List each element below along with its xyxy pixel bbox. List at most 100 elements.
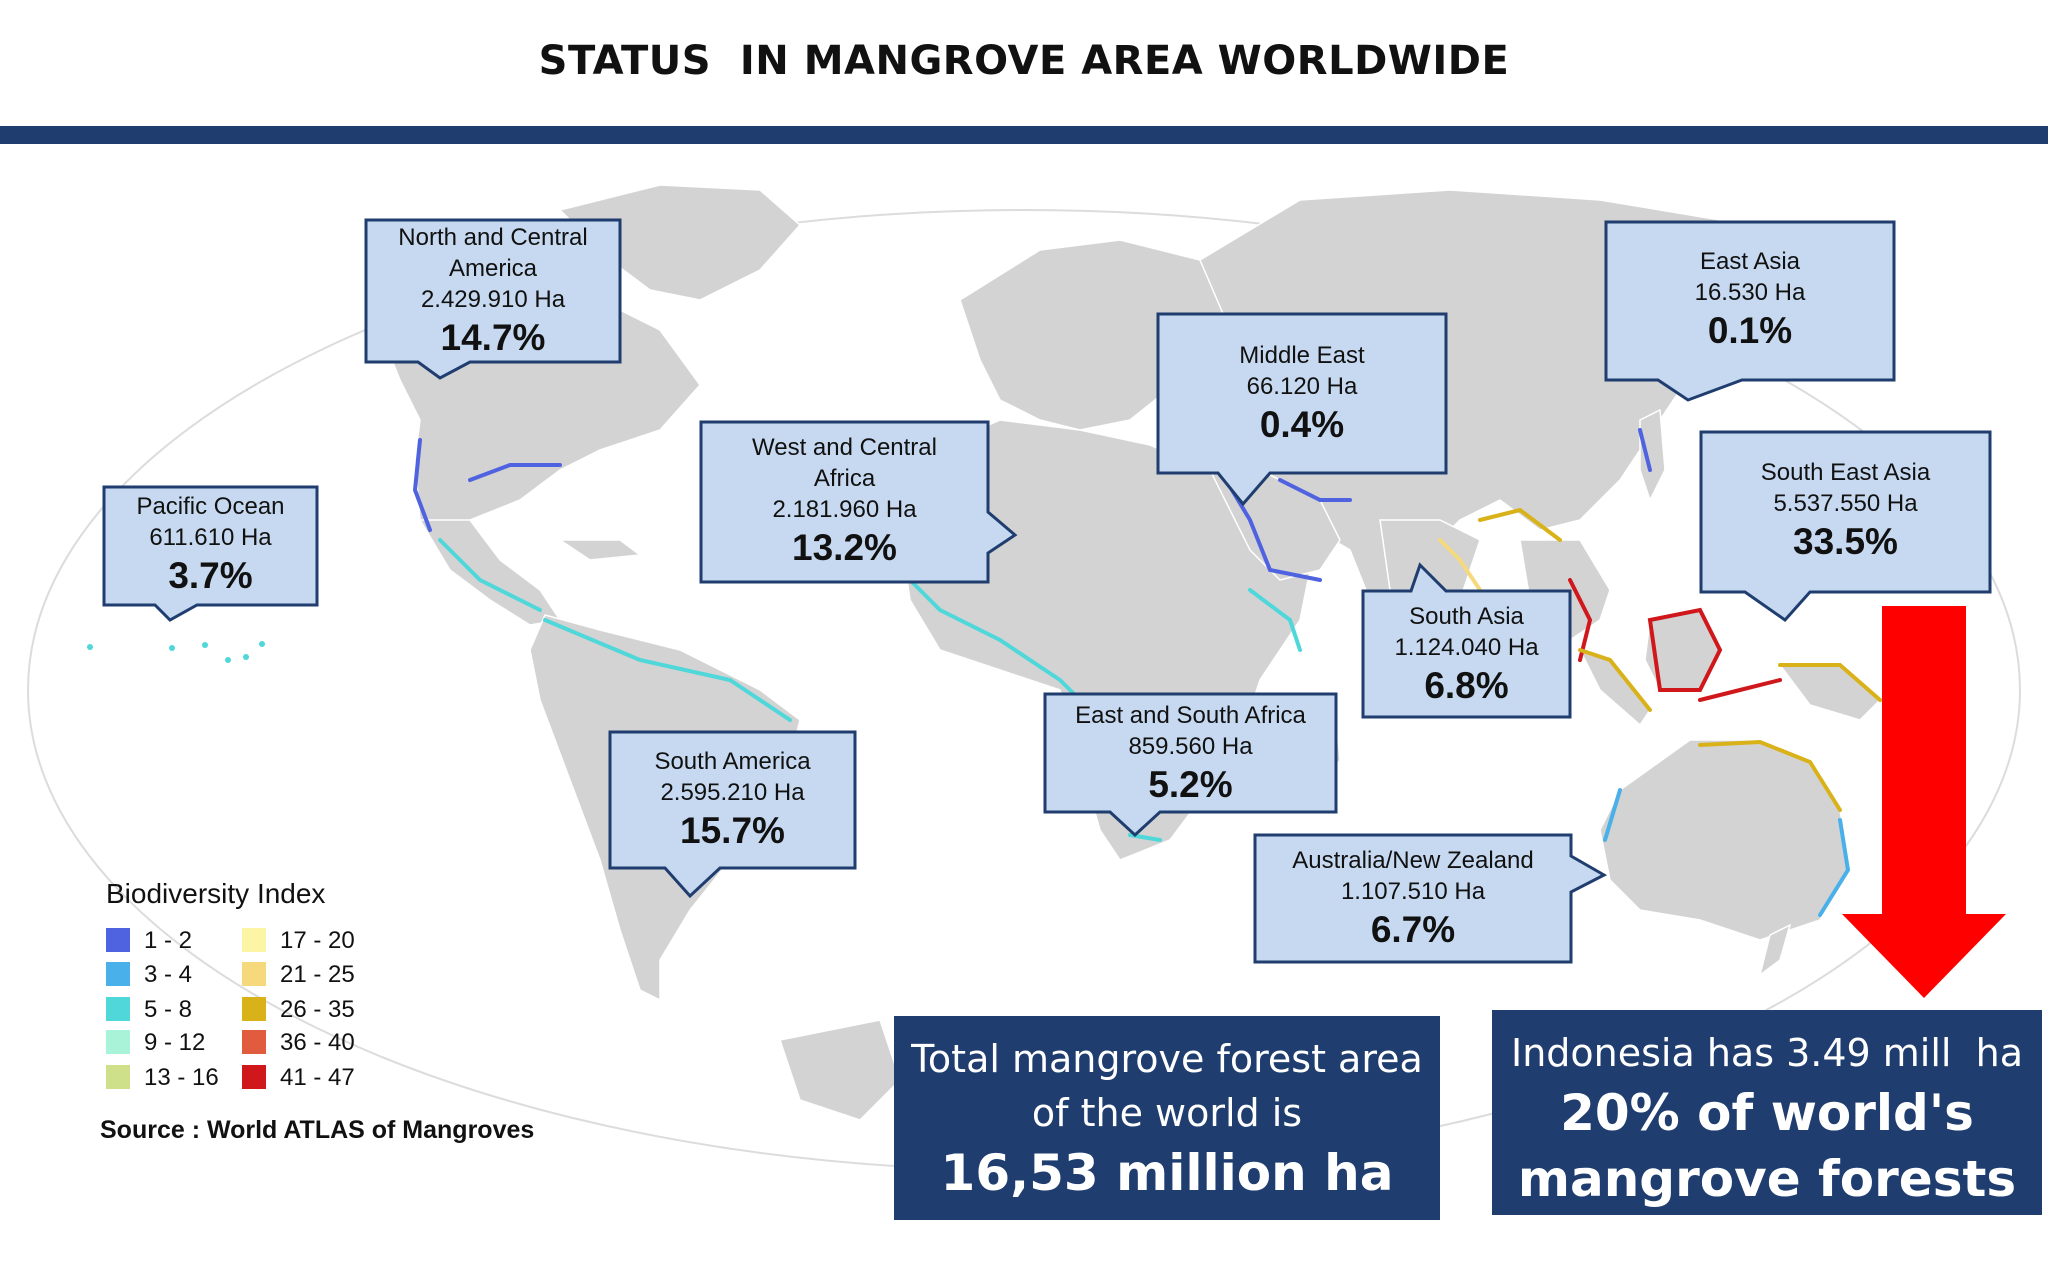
callout-middle-east: Middle East 66.120 Ha 0.4%: [1158, 340, 1446, 448]
callout-shape-pacific-ocean: [102, 485, 319, 622]
legend-item: 41 - 47: [242, 1063, 355, 1093]
region-name-line: America: [448, 255, 538, 282]
legend-item: 26 - 35: [242, 995, 355, 1025]
land-new-zealand: [1758, 923, 1792, 977]
region-percent: 14.7%: [440, 317, 546, 358]
legend-swatch: [106, 996, 130, 1021]
region-name-line: East and South Africa: [1075, 702, 1306, 729]
land-sumatra: [1578, 648, 1651, 727]
region-percent: 33.5%: [1793, 521, 1898, 562]
callout-shape-middle-east: [1156, 312, 1448, 507]
callout-south-asia: South Asia 1.124.040 Ha 6.8%: [1363, 601, 1570, 709]
legend-item: 21 - 25: [242, 960, 355, 990]
region-percent: 6.7%: [1370, 909, 1456, 950]
pacific-island: [243, 654, 249, 660]
callout-shape-east-south-africa: [1043, 692, 1338, 838]
region-name-line: Pacific Ocean: [136, 493, 285, 520]
callout-pacific-ocean: Pacific Ocean 611.610 Ha 3.7%: [104, 491, 317, 599]
region-name-line: North and Central: [398, 224, 588, 251]
callout-shape-australia-nz: [1253, 833, 1608, 964]
region-name-line: Australia/New Zealand: [1292, 847, 1534, 874]
down-arrow: [1842, 606, 2006, 998]
total-area-line1: Total mangrove forest area: [911, 1037, 1423, 1081]
legend-label: 17 - 20: [280, 927, 355, 954]
legend-item: 13 - 16: [106, 1063, 219, 1093]
region-name-line: South Asia: [1409, 603, 1524, 630]
coast-east-africa: [1248, 588, 1302, 652]
source-note: Source : World ATLAS of Mangroves: [100, 1116, 535, 1144]
indonesia-line2: 20% of world's: [1560, 1084, 1974, 1142]
callout-east-south-africa: East and South Africa 859.560 Ha 5.2%: [1045, 700, 1336, 808]
legend-swatch: [242, 996, 266, 1021]
coast-sumatra: [1578, 648, 1652, 712]
legend-label: 9 - 12: [144, 1029, 206, 1056]
region-percent: 3.7%: [168, 555, 253, 596]
coast-se-asia: [1568, 578, 1593, 662]
legend-swatch: [242, 927, 266, 952]
region-area: 5.537.550 Ha: [1773, 490, 1918, 517]
coast-gulf: [468, 463, 562, 482]
region-percent: 0.4%: [1259, 404, 1345, 445]
indonesia-line1: Indonesia has 3.49 mill ha: [1511, 1031, 2023, 1075]
land-antarctica: [779, 1019, 901, 1121]
legend-item: 1 - 2: [106, 926, 192, 956]
coast-south-asia: [1438, 538, 1482, 592]
region-name-line: West and Central: [752, 434, 937, 461]
region-area: 16.530 Ha: [1694, 279, 1806, 306]
callout-south-east-asia: South East Asia 5.537.550 Ha 33.5%: [1701, 457, 1990, 565]
land-japan: [1639, 408, 1666, 502]
region-area: 1.124.040 Ha: [1394, 634, 1539, 661]
region-name-line: Africa: [813, 465, 876, 492]
coast-central-america: [438, 538, 542, 612]
pacific-island: [259, 641, 265, 647]
region-percent: 5.2%: [1148, 764, 1233, 805]
region-area: 2.595.210 Ha: [660, 779, 805, 806]
legend-label: 26 - 35: [280, 996, 355, 1023]
legend-swatch: [106, 1064, 130, 1089]
coast-australia-west: [1603, 788, 1622, 842]
legend-label: 21 - 25: [280, 961, 355, 988]
legend-swatch: [106, 1029, 130, 1054]
legend-swatch: [106, 927, 130, 952]
coast-south-america: [543, 618, 792, 722]
legend-item: 36 - 40: [242, 1028, 355, 1058]
region-area: 2.181.960 Ha: [772, 496, 917, 523]
coast-japan: [1638, 428, 1652, 472]
callout-east-asia: East Asia 16.530 Ha 0.1%: [1606, 246, 1894, 354]
page-title: STATUS IN MANGROVE AREA WORLDWIDE: [538, 38, 1510, 84]
legend-label: 36 - 40: [280, 1029, 355, 1056]
callout-shape-south-america: [608, 730, 857, 899]
total-area-box: Total mangrove forest area of the world …: [894, 1016, 1440, 1220]
region-percent: 0.1%: [1707, 310, 1793, 351]
region-percent: 13.2%: [792, 527, 897, 568]
legend-label: 3 - 4: [144, 961, 193, 988]
legend-label: 13 - 16: [144, 1064, 219, 1091]
land-new-guinea: [1778, 664, 1882, 721]
legend-swatch: [242, 1029, 266, 1054]
coast-australia-north: [1698, 739, 1842, 812]
pacific-island: [169, 645, 175, 651]
callout-north-central-america: North and Central America 2.429.910 Ha 1…: [366, 222, 620, 361]
legend-label: 1 - 2: [144, 927, 193, 954]
region-area: 2.429.910 Ha: [420, 286, 566, 313]
region-area: 66.120 Ha: [1246, 373, 1358, 400]
legend-title: Biodiversity Index: [106, 878, 326, 909]
legend-item: 9 - 12: [106, 1028, 205, 1058]
indonesia-line3: mangrove forests: [1517, 1150, 2017, 1208]
callout-australia-nz: Australia/New Zealand 1.107.510 Ha 6.7%: [1255, 845, 1571, 953]
coast-indonesia-east: [1698, 678, 1782, 702]
region-area: 859.560 Ha: [1128, 733, 1253, 760]
legend-swatch: [106, 961, 130, 986]
legend-label: 5 - 8: [144, 996, 193, 1023]
region-percent: 15.7%: [680, 810, 785, 851]
legend-item: 5 - 8: [106, 995, 192, 1025]
legend-item: 3 - 4: [106, 960, 192, 990]
region-name-line: South America: [654, 748, 811, 775]
total-area-value: 16,53 million ha: [940, 1144, 1394, 1202]
callout-shape-east-asia: [1604, 220, 1896, 402]
land-greenland: [558, 184, 802, 301]
callout-shape-south-asia: [1361, 562, 1572, 719]
coast-west-africa: [898, 568, 1082, 702]
land-caribbean: [557, 539, 642, 561]
